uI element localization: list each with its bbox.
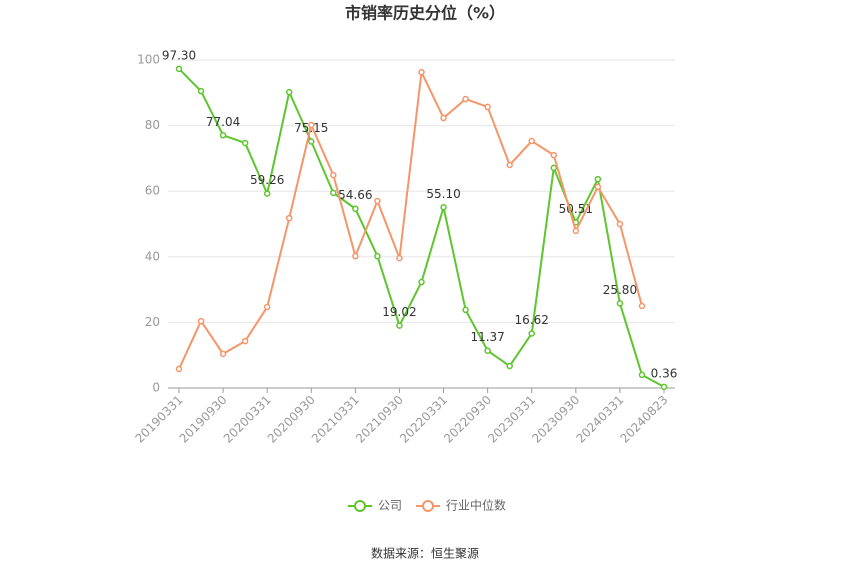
data-point: [506, 161, 513, 169]
data-point: [484, 347, 491, 354]
data-point: [330, 171, 337, 179]
series-line: [178, 68, 643, 370]
data-point: [352, 252, 359, 260]
data-point: [263, 303, 271, 311]
data-point: [638, 302, 646, 310]
legend-marker: [422, 500, 435, 512]
data-point: [374, 197, 381, 205]
data-point: [175, 65, 183, 73]
data-point: [484, 103, 491, 111]
data-point: [396, 254, 403, 262]
legend-label: 公司: [378, 499, 402, 513]
data-point: [660, 383, 668, 391]
x-tick-label: 20240823: [618, 393, 671, 446]
data-point: [462, 306, 469, 314]
data-label: 19.02: [382, 305, 416, 319]
data-label: 55.10: [426, 187, 460, 201]
data-point: [175, 365, 183, 373]
data-point: [550, 164, 558, 172]
data-label: 54.66: [338, 188, 372, 202]
data-point: [352, 205, 359, 212]
y-tick-label: 80: [145, 118, 160, 132]
data-point: [616, 220, 624, 228]
data-point: [506, 362, 513, 370]
chart-title: 市销率历史分位（%）: [345, 4, 505, 23]
source-note: 数据来源：恒生聚源: [371, 546, 479, 561]
data-label: 0.36: [651, 366, 678, 380]
data-point: [197, 87, 205, 95]
data-point: [241, 337, 249, 345]
data-label: 11.37: [470, 330, 504, 344]
data-point: [285, 214, 293, 222]
data-point: [418, 278, 425, 286]
legend-marker: [354, 500, 366, 512]
data-point: [440, 114, 447, 122]
data-point: [440, 204, 447, 211]
data-point: [528, 330, 535, 337]
data-point: [550, 151, 558, 159]
data-point: [462, 95, 469, 103]
data-point: [308, 121, 315, 129]
data-label: 25.80: [603, 283, 637, 297]
y-tick-label: 20: [145, 315, 160, 329]
data-point: [219, 132, 227, 139]
data-label: 59.26: [250, 173, 284, 187]
data-point: [528, 137, 535, 145]
data-label: 16.62: [515, 313, 549, 327]
y-tick-label: 100: [137, 53, 160, 67]
data-point: [219, 350, 227, 358]
data-label: 77.04: [206, 115, 240, 129]
y-tick-label: 0: [152, 381, 160, 395]
y-tick-label: 40: [145, 249, 160, 263]
data-point: [638, 371, 646, 379]
data-point: [418, 68, 425, 76]
data-point: [594, 183, 602, 191]
data-point: [374, 252, 381, 260]
data-point: [241, 139, 249, 147]
y-tick-label: 60: [145, 184, 160, 198]
data-point: [396, 322, 403, 329]
data-point: [197, 317, 205, 325]
data-point: [572, 227, 580, 235]
data-label: 97.30: [162, 48, 196, 62]
legend-label: 行业中位数: [446, 498, 506, 513]
series-line: [178, 68, 665, 388]
data-point: [263, 190, 271, 197]
data-point: [308, 138, 315, 145]
data-point: [330, 189, 337, 197]
data-point: [616, 300, 624, 307]
data-point: [594, 175, 602, 183]
data-point: [285, 88, 293, 96]
